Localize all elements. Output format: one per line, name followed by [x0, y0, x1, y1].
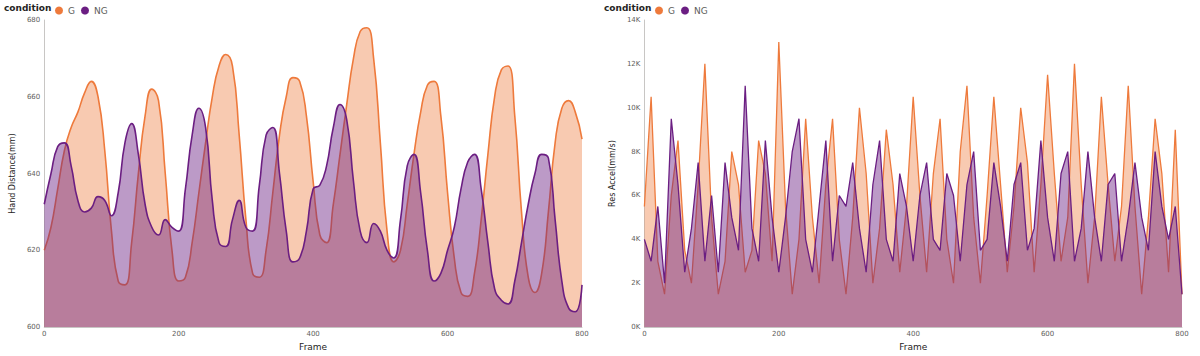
svg-text:200: 200 [772, 330, 785, 338]
svg-text:10K: 10K [627, 104, 641, 112]
svg-text:600: 600 [27, 323, 40, 331]
svg-text:0: 0 [642, 330, 646, 338]
svg-text:600: 600 [441, 330, 454, 338]
svg-text:0: 0 [42, 330, 46, 338]
svg-text:400: 400 [907, 330, 920, 338]
svg-text:NG: NG [94, 6, 108, 16]
svg-text:NG: NG [694, 6, 708, 16]
svg-text:2K: 2K [631, 279, 640, 287]
svg-text:660: 660 [27, 93, 40, 101]
svg-text:800: 800 [575, 330, 588, 338]
svg-text:620: 620 [27, 246, 40, 254]
svg-text:600: 600 [1041, 330, 1054, 338]
svg-text:Frame: Frame [299, 342, 328, 352]
svg-text:Frame: Frame [899, 342, 928, 352]
svg-text:condition: condition [604, 3, 651, 13]
svg-text:0K: 0K [631, 323, 640, 331]
svg-text:8K: 8K [631, 148, 640, 156]
svg-text:14K: 14K [627, 16, 641, 24]
svg-text:G: G [668, 6, 675, 16]
svg-text:G: G [68, 6, 75, 16]
svg-text:Res Accel(mm/s): Res Accel(mm/s) [608, 140, 617, 207]
svg-text:Hand Distance(mm): Hand Distance(mm) [8, 133, 17, 213]
svg-text:condition: condition [4, 3, 51, 13]
svg-text:12K: 12K [627, 60, 641, 68]
svg-text:6K: 6K [631, 191, 640, 199]
svg-text:4K: 4K [631, 235, 640, 243]
svg-text:680: 680 [27, 16, 40, 24]
svg-text:200: 200 [172, 330, 185, 338]
svg-text:800: 800 [1175, 330, 1188, 338]
svg-text:640: 640 [27, 170, 40, 178]
svg-text:400: 400 [306, 330, 319, 338]
